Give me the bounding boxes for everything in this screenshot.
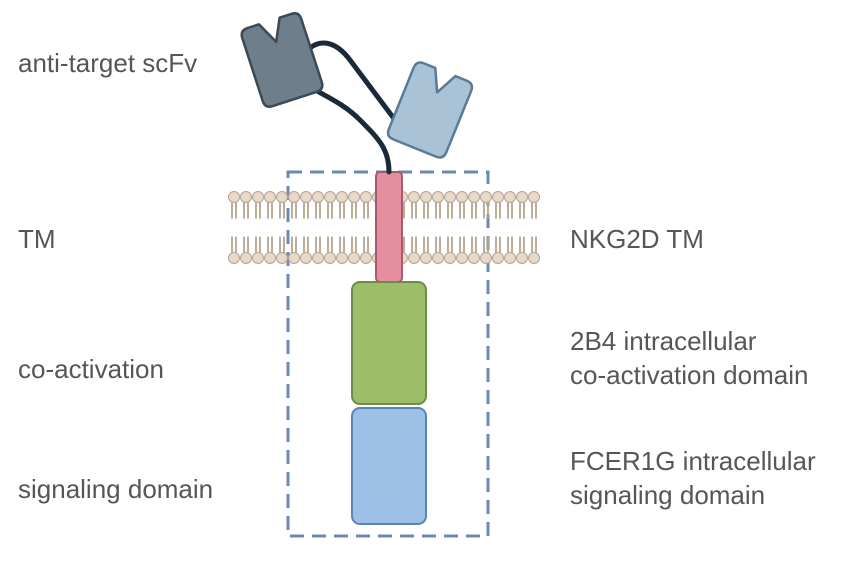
label-fc-2: signaling domain <box>570 478 765 512</box>
car-diagram: anti-target scFv TM co-activation signal… <box>0 0 863 564</box>
scfv-domain-dark <box>240 11 324 108</box>
label-nkg2d: NKG2D TM <box>570 222 704 256</box>
label-tm: TM <box>18 222 56 256</box>
coactivation-domain <box>352 282 426 404</box>
label-fc-1: FCER1G intracellular <box>570 444 816 478</box>
label-coact: co-activation <box>18 352 164 386</box>
label-scfv: anti-target scFv <box>18 46 197 80</box>
tm-domain <box>376 172 402 282</box>
label-2b4-2: co-activation domain <box>570 358 808 392</box>
label-sig: signaling domain <box>18 472 213 506</box>
scfv-domain-light <box>386 60 474 159</box>
label-2b4-1: 2B4 intracellular <box>570 324 756 358</box>
signaling-domain <box>352 408 426 524</box>
